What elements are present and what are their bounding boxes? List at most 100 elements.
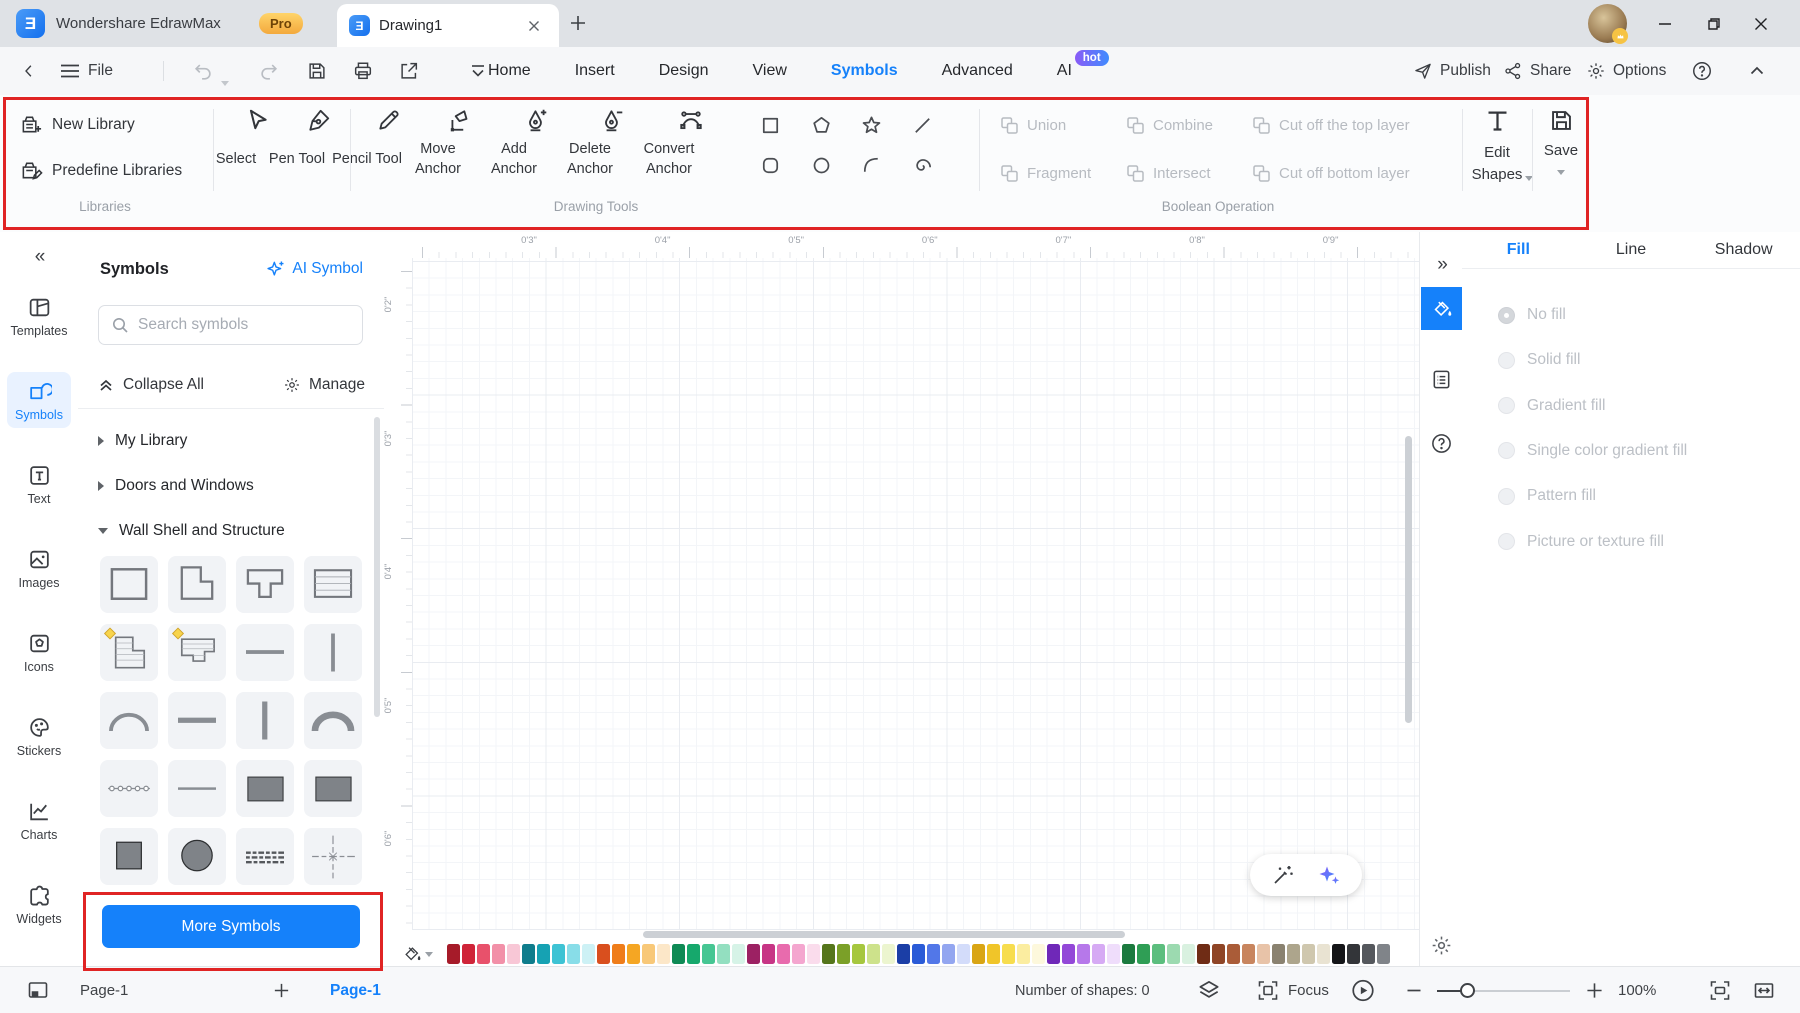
boolean-fragment[interactable]: Fragment: [1000, 164, 1091, 183]
publish-button[interactable]: Publish: [1413, 47, 1491, 95]
menu-ai[interactable]: AI hot: [1057, 50, 1109, 80]
shape-square-button[interactable]: [759, 114, 782, 137]
horizontal-scrollbar[interactable]: [643, 931, 1125, 938]
move-anchor-tool[interactable]: Move Anchor: [415, 107, 495, 180]
symbol-l-shaped-wall[interactable]: [100, 624, 158, 681]
symbol-room[interactable]: [100, 556, 158, 613]
fill-option-picture-or-texture-fill[interactable]: Picture or texture fill: [1498, 533, 1664, 551]
symbol-wall-vertical-2[interactable]: [236, 692, 294, 749]
color-swatch[interactable]: [822, 944, 835, 964]
drawing-grid[interactable]: [412, 258, 1419, 930]
color-swatch[interactable]: [582, 944, 595, 964]
color-swatch[interactable]: [897, 944, 910, 964]
color-swatch[interactable]: [837, 944, 850, 964]
page-settings-panel-icon[interactable]: [1430, 368, 1453, 391]
symbol-t-shaped-room[interactable]: [236, 556, 294, 613]
color-swatch[interactable]: [747, 944, 760, 964]
add-anchor-tool[interactable]: Add Anchor: [491, 107, 571, 180]
color-swatch[interactable]: [1257, 944, 1270, 964]
search-symbols-box[interactable]: Search symbols: [98, 305, 363, 345]
play-presentation-button[interactable]: [1350, 967, 1376, 1013]
color-swatch[interactable]: [1092, 944, 1105, 964]
symbol-curved-wall[interactable]: [100, 692, 158, 749]
menu-insert[interactable]: Insert: [574, 62, 615, 79]
symbol-wall-horizontal[interactable]: [236, 624, 294, 681]
file-menu[interactable]: File: [60, 59, 113, 83]
tab-fill[interactable]: Fill: [1506, 241, 1530, 258]
color-swatch[interactable]: [1062, 944, 1075, 964]
color-swatch[interactable]: [627, 944, 640, 964]
color-swatch[interactable]: [957, 944, 970, 964]
color-swatch[interactable]: [792, 944, 805, 964]
color-swatch[interactable]: [537, 944, 550, 964]
document-tab[interactable]: Ǝ Drawing1: [337, 4, 559, 47]
color-swatch[interactable]: [567, 944, 580, 964]
symbol-curved-wall-2[interactable]: [304, 692, 362, 749]
save-button[interactable]: Save: [1537, 107, 1585, 175]
color-swatch[interactable]: [717, 944, 730, 964]
sidebar-item-templates[interactable]: Templates: [7, 288, 71, 344]
more-symbols-button[interactable]: More Symbols: [102, 905, 360, 948]
color-swatch[interactable]: [1182, 944, 1195, 964]
help-button[interactable]: [1691, 47, 1713, 95]
symbol-window-wall[interactable]: [304, 556, 362, 613]
color-swatch[interactable]: [1302, 944, 1315, 964]
color-swatch[interactable]: [1317, 944, 1330, 964]
menu-symbols[interactable]: Symbols: [830, 62, 898, 79]
sidebar-item-charts[interactable]: Charts: [7, 792, 71, 848]
shape-pentagon-button[interactable]: [810, 114, 833, 137]
predefine-libraries-button[interactable]: Predefine Libraries: [20, 159, 182, 182]
sidebar-item-images[interactable]: Images: [7, 540, 71, 596]
pencil-tool-tool[interactable]: Pencil Tool: [332, 107, 424, 180]
boolean-cut-off-bottom-layer[interactable]: Cut off bottom layer: [1252, 164, 1410, 183]
color-swatch[interactable]: [507, 944, 520, 964]
magic-wand-icon[interactable]: [1271, 863, 1295, 887]
sidebar-item-symbols[interactable]: Symbols: [7, 372, 71, 428]
ribbon-options-icon[interactable]: [468, 59, 488, 83]
close-window-button[interactable]: [1748, 11, 1774, 37]
symbol-wall-vertical[interactable]: [304, 624, 362, 681]
sidebar-item-icons[interactable]: Icons: [7, 624, 71, 680]
fill-option-no-fill[interactable]: No fill: [1498, 306, 1566, 324]
color-swatch[interactable]: [1242, 944, 1255, 964]
page-tab-active[interactable]: Page-1: [330, 967, 381, 1013]
color-swatch[interactable]: [1002, 944, 1015, 964]
collapse-all-button[interactable]: Collapse All: [123, 376, 204, 393]
layers-button[interactable]: [1196, 967, 1222, 1013]
tab-shadow[interactable]: Shadow: [1714, 241, 1773, 258]
symbol-thin-wall[interactable]: [168, 760, 226, 817]
color-swatch[interactable]: [1332, 944, 1345, 964]
new-tab-button[interactable]: [568, 13, 588, 33]
color-swatch[interactable]: [672, 944, 685, 964]
color-swatch[interactable]: [777, 944, 790, 964]
color-swatch[interactable]: [762, 944, 775, 964]
color-swatch[interactable]: [1212, 944, 1225, 964]
undo-button[interactable]: [192, 59, 214, 83]
symbol-pile-wall[interactable]: [100, 760, 158, 817]
help-panel-icon[interactable]: [1430, 432, 1453, 455]
color-swatch[interactable]: [1077, 944, 1090, 964]
symbol-square-pillar[interactable]: [100, 828, 158, 885]
color-swatch[interactable]: [1032, 944, 1045, 964]
color-swatch[interactable]: [942, 944, 955, 964]
tree-item-my-library[interactable]: My Library: [98, 428, 358, 454]
pen-tool-tool[interactable]: Pen Tool: [269, 107, 354, 180]
back-button[interactable]: [20, 59, 38, 83]
color-swatch[interactable]: [642, 944, 655, 964]
zoom-out-button[interactable]: [1406, 967, 1422, 1013]
color-swatch[interactable]: [552, 944, 565, 964]
bucket-caret[interactable]: [425, 951, 433, 957]
color-swatch[interactable]: [687, 944, 700, 964]
color-swatch[interactable]: [927, 944, 940, 964]
boolean-union[interactable]: Union: [1000, 116, 1066, 135]
tree-item-doors-and-windows[interactable]: Doors and Windows: [98, 473, 358, 499]
symbol-round-pillar[interactable]: [168, 828, 226, 885]
shape-star-button[interactable]: [860, 114, 883, 137]
delete-anchor-tool[interactable]: Delete Anchor: [567, 107, 647, 180]
color-swatch[interactable]: [612, 944, 625, 964]
zoom-slider-knob[interactable]: [1460, 983, 1475, 998]
ai-sparkles-icon[interactable]: [1317, 863, 1341, 887]
color-swatch[interactable]: [882, 944, 895, 964]
color-swatch[interactable]: [1362, 944, 1375, 964]
symbol-l-shaped-room[interactable]: [168, 556, 226, 613]
